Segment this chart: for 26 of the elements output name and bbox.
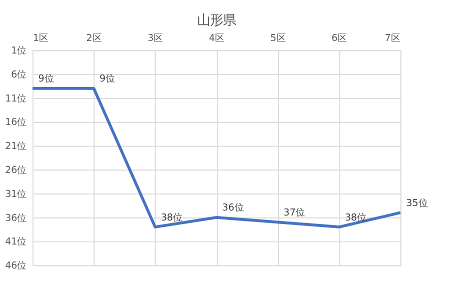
y-tick-label: 11位 bbox=[5, 92, 28, 104]
y-tick-label: 41位 bbox=[5, 236, 28, 248]
data-label: 37位 bbox=[283, 206, 306, 219]
y-tick-label: 31位 bbox=[5, 188, 28, 200]
data-label: 38位 bbox=[160, 211, 184, 224]
x-tick-label: 6区 bbox=[332, 33, 348, 44]
y-tick-label: 36位 bbox=[5, 212, 28, 224]
y-tick-label: 16位 bbox=[5, 116, 28, 128]
y-tick-label: 1位 bbox=[11, 44, 28, 57]
x-tick-label: 2区 bbox=[86, 33, 102, 44]
x-tick-label: 7区 bbox=[384, 33, 401, 44]
data-label: 35位 bbox=[406, 196, 428, 209]
data-label: 9位 bbox=[38, 72, 54, 85]
data-label: 38位 bbox=[344, 211, 367, 224]
x-tick-label: 3区 bbox=[148, 33, 164, 44]
data-label: 9位 bbox=[100, 72, 116, 85]
x-tick-label: 4区 bbox=[208, 33, 225, 44]
y-tick-label: 6位 bbox=[11, 68, 28, 80]
chart-title: 山形県 bbox=[196, 13, 236, 28]
x-tick-label: 5区 bbox=[270, 33, 286, 44]
y-tick-label: 21位 bbox=[5, 140, 28, 152]
data-label: 36位 bbox=[222, 202, 244, 214]
y-tick-label: 26位 bbox=[5, 164, 28, 176]
y-tick-label: 46位 bbox=[5, 260, 28, 272]
line-series bbox=[31, 86, 402, 228]
x-tick-label: 1区 bbox=[32, 33, 50, 44]
